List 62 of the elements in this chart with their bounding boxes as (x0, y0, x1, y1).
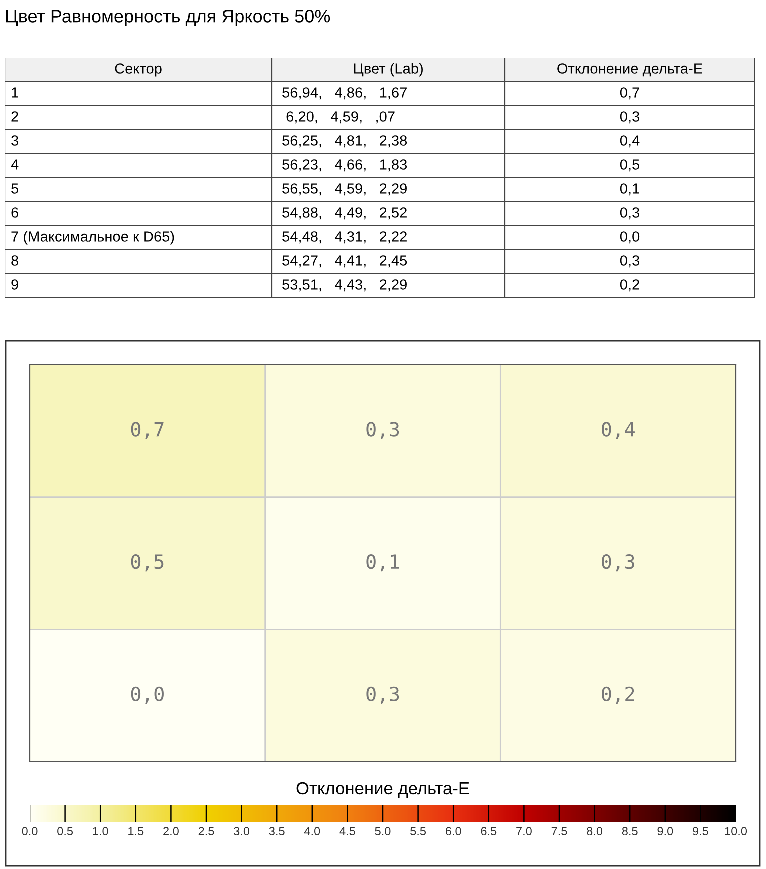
color-bar-label: 2.5 (198, 827, 214, 836)
data-label: 0,0 (131, 686, 164, 704)
text: 0,3 (620, 208, 640, 220)
text: 6 (12, 208, 18, 218)
color-bar-label: 7.0 (516, 827, 532, 836)
text: 3 (12, 136, 18, 146)
data-label: 0,2 (602, 686, 634, 704)
data-label: 0,5 (131, 554, 164, 572)
text: 9 (12, 280, 18, 290)
text: Цвет Равномерность для Яркость 50% (6, 10, 330, 26)
text: 2 (12, 112, 18, 122)
text: 0,7 (620, 88, 640, 100)
text: 6,20, 4,59, ,07 (286, 112, 395, 124)
text: 56,94, 4,86, 1,67 (282, 88, 407, 100)
text: 53,51, 4,43, 2,29 (282, 280, 407, 292)
data-label: 0,3 (366, 686, 400, 704)
data-label: 0,4 (602, 422, 635, 440)
text: 8 (12, 256, 18, 266)
color-bar-label: 1.0 (93, 827, 108, 836)
text: 1 (12, 88, 18, 98)
text: 4 (11, 160, 19, 170)
data-label: 0,3 (366, 422, 400, 440)
text: Сектор (115, 64, 162, 77)
color-bar-label: 0.5 (58, 827, 74, 836)
text: 54,88, 4,49, 2,52 (282, 208, 407, 220)
text: 0,3 (620, 112, 640, 124)
text: 5 (12, 184, 18, 194)
text: 0,4 (620, 136, 640, 148)
text: 0,2 (620, 280, 640, 292)
text: 0,0 (620, 232, 640, 244)
color-bar-title: Отклонение дельта-E (296, 782, 470, 798)
text: 7 (Максимальное к D65) (12, 231, 174, 245)
color-bar-label: 2.0 (164, 827, 179, 836)
color-bar-label: 8.0 (587, 827, 603, 836)
text: 0,3 (620, 256, 640, 268)
data-label: 0,3 (602, 554, 634, 572)
color-bar-label: 6.0 (446, 827, 462, 836)
text: 0,5 (620, 160, 640, 172)
color-bar-label: 8.5 (622, 827, 638, 836)
color-bar-label: 9.0 (658, 827, 674, 836)
text: 56,55, 4,59, 2,29 (282, 184, 407, 196)
color-bar-label: 5.5 (410, 827, 426, 836)
text: 0,1 (620, 184, 640, 196)
color-bar-label: 4.0 (304, 827, 320, 836)
text: 56,25, 4,81, 2,38 (282, 136, 408, 148)
color-bar-label: 4.5 (340, 827, 356, 836)
color-bar-label: 0.0 (22, 827, 38, 836)
data-label: 0,7 (131, 422, 164, 440)
text: 54,48, 4,31, 2,22 (282, 232, 407, 244)
color-bar-label: 5.0 (375, 827, 391, 836)
text: 56,23, 4,66, 1,83 (282, 160, 408, 172)
text: Цвет (Lab) (354, 63, 423, 77)
text: 54,27, 4,41, 2,45 (282, 256, 408, 268)
text: Отклонение дельта-E (558, 64, 702, 77)
color-bar-label: 1.5 (128, 827, 144, 836)
color-bar-label: 10.0 (725, 827, 748, 836)
color-bar-label: 7.5 (552, 827, 568, 836)
color-bar-label: 3.5 (269, 827, 285, 836)
color-bar-label: 3.0 (234, 827, 250, 836)
color-bar-label: 9.5 (693, 827, 708, 836)
data-label: 0,1 (366, 554, 400, 572)
color-bar-label: 6.5 (481, 827, 497, 836)
